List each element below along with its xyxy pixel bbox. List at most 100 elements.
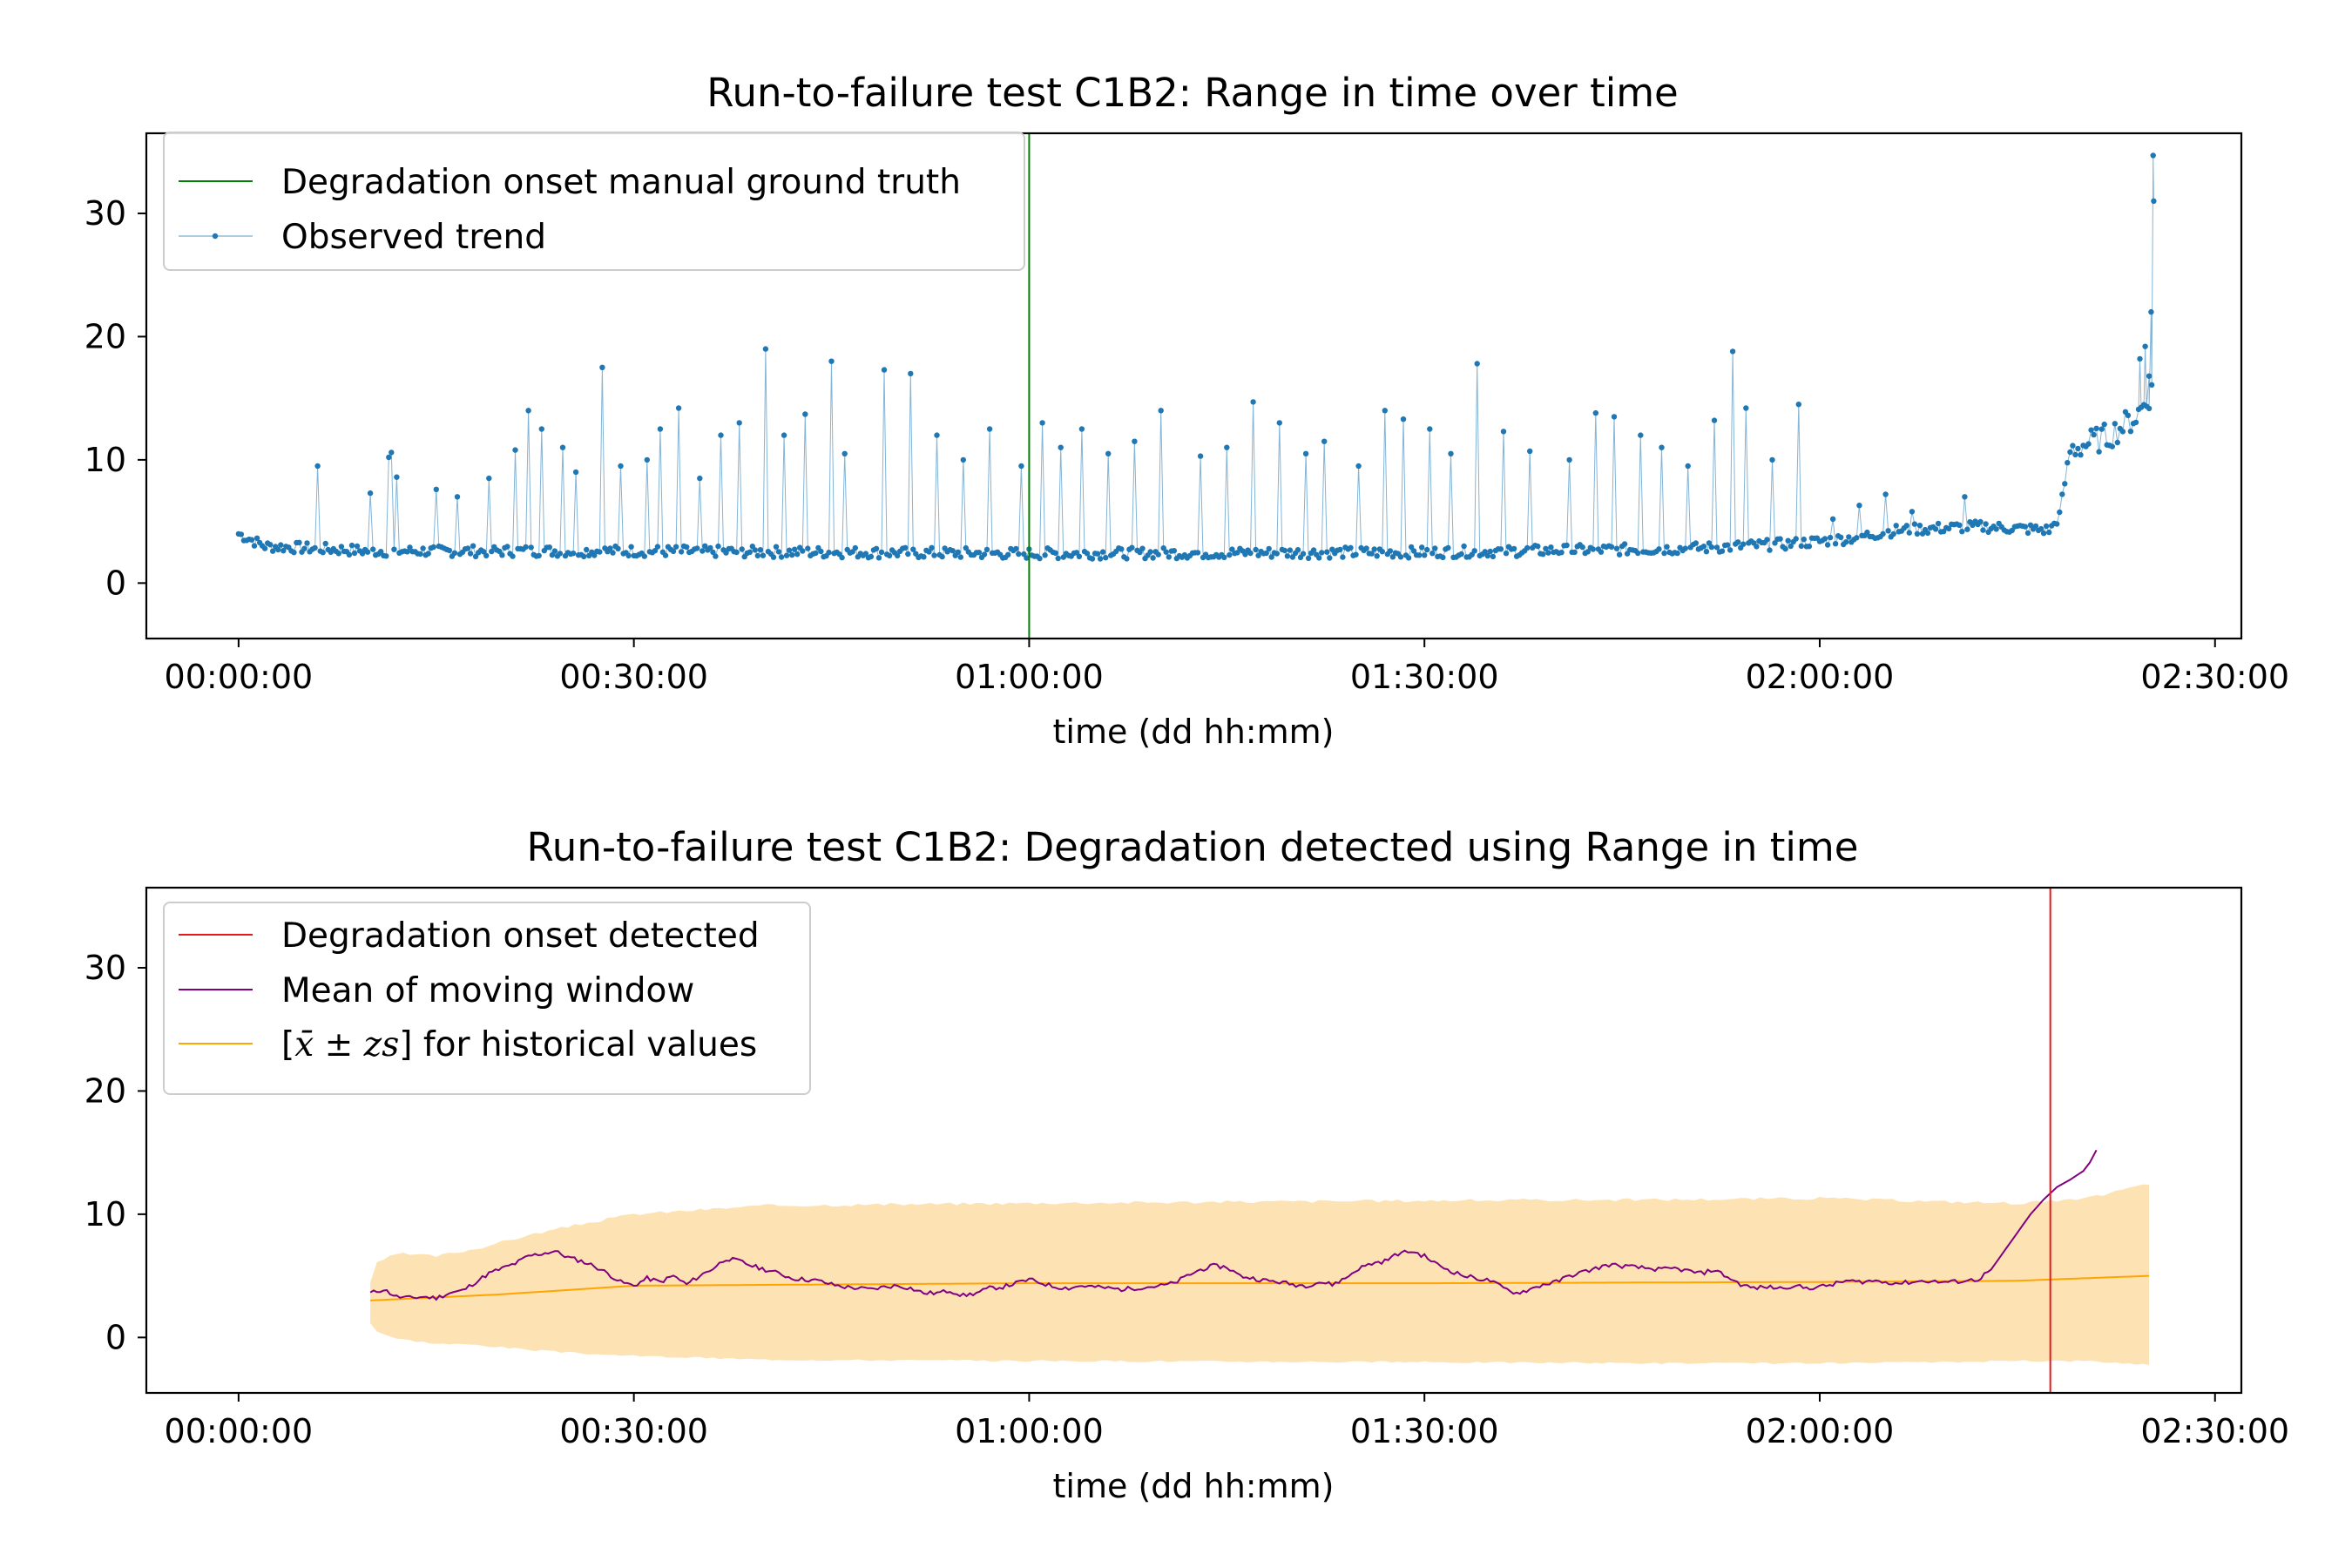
observed-point — [752, 547, 758, 553]
legend-box — [163, 902, 811, 1095]
observed-point — [1959, 529, 1965, 535]
observed-point — [314, 463, 321, 470]
observed-point — [1242, 551, 1248, 558]
observed-point — [1592, 409, 1599, 416]
observed-point — [760, 552, 767, 558]
observed-point — [1369, 551, 1375, 557]
observed-point — [1854, 535, 1860, 541]
observed-point — [1621, 541, 1628, 547]
observed-point — [852, 544, 858, 551]
observed-point — [1740, 541, 1747, 547]
observed-point — [1911, 521, 1918, 527]
observed-point — [1924, 530, 1931, 537]
observed-point — [2024, 530, 2031, 537]
observed-point — [1363, 545, 1369, 551]
observed-point — [296, 539, 302, 545]
observed-point — [394, 474, 400, 480]
observed-point — [955, 549, 961, 555]
observed-point — [789, 551, 795, 558]
observed-point — [1055, 555, 1061, 562]
observed-point — [739, 546, 745, 552]
observed-point — [862, 551, 869, 557]
observed-point — [902, 544, 909, 551]
observed-point — [1977, 518, 1984, 525]
observed-point — [1935, 520, 1942, 527]
observed-point — [1316, 555, 1322, 561]
observed-point — [454, 494, 461, 500]
observed-point — [1097, 556, 1104, 562]
observed-point — [1543, 545, 1549, 551]
observed-point — [1321, 438, 1328, 444]
observed-point — [2151, 198, 2157, 204]
observed-point — [1659, 444, 1665, 450]
observed-point — [386, 454, 392, 461]
x-tick-label: 02:30:00 — [2140, 658, 2289, 696]
observed-point — [957, 554, 964, 560]
observed-point — [481, 549, 487, 555]
observed-point — [275, 546, 281, 553]
observed-point — [778, 554, 785, 560]
observed-point — [615, 545, 621, 551]
x-axis: 00:00:00 00:30:00 01:00:00 01:30:00 02:00:00… — [165, 1393, 2289, 1450]
observed-point — [1424, 546, 1430, 553]
observed-point — [1250, 399, 1256, 405]
legend-box — [163, 132, 1025, 271]
observed-point — [472, 553, 479, 559]
observed-point — [1274, 551, 1281, 557]
observed-point — [512, 447, 518, 453]
x-axis-label: time (dd hh:mm) — [1053, 1467, 1335, 1505]
observed-point — [1255, 552, 1261, 558]
observed-point — [678, 549, 685, 555]
observed-point — [483, 552, 490, 558]
observed-point — [1903, 523, 1909, 529]
observed-point — [1310, 547, 1317, 553]
y-tick-label: 10 — [84, 1195, 126, 1233]
observed-point — [2109, 443, 2115, 449]
observed-point — [662, 552, 669, 558]
observed-point — [1355, 463, 1362, 470]
y-tick-label: 0 — [105, 1318, 126, 1356]
observed-point — [1263, 550, 1269, 557]
x-tick-label: 00:30:00 — [559, 1412, 708, 1450]
observed-point — [2099, 426, 2105, 432]
observed-point — [1163, 549, 1169, 555]
y-tick-label: 0 — [105, 564, 126, 602]
chart-title: Run-to-failure test C1B2: Range in time … — [706, 70, 1679, 116]
observed-point — [1042, 552, 1048, 558]
observed-point — [1039, 420, 1045, 426]
observed-point — [597, 549, 603, 555]
observed-point — [1300, 551, 1307, 557]
observed-point — [1253, 546, 1259, 553]
observed-point — [707, 544, 713, 551]
observed-point — [1016, 551, 1022, 558]
observed-point — [2142, 343, 2148, 349]
observed-point — [1037, 555, 1043, 562]
observed-point — [713, 553, 719, 559]
observed-point — [2112, 421, 2118, 427]
observed-point — [251, 543, 258, 549]
observed-point — [875, 555, 882, 561]
observed-point — [1171, 548, 1178, 554]
observed-point — [1856, 503, 1862, 509]
observed-point — [926, 549, 932, 555]
observed-point — [1194, 550, 1201, 556]
observed-point — [354, 543, 361, 550]
observed-point — [1500, 429, 1507, 435]
observed-point — [976, 550, 983, 556]
observed-point — [644, 456, 650, 463]
observed-point — [1287, 547, 1294, 553]
observed-point — [908, 370, 914, 377]
observed-point — [1379, 549, 1386, 555]
chart-title: Run-to-failure test C1B2: Degradation de… — [527, 824, 1859, 870]
observed-point — [1474, 361, 1480, 367]
observed-point — [572, 469, 579, 476]
x-tick-label: 01:30:00 — [1350, 658, 1499, 696]
observed-point — [1227, 551, 1233, 558]
observed-point — [1268, 554, 1274, 560]
observed-point — [1964, 526, 1970, 532]
observed-point — [1129, 544, 1135, 551]
observed-point — [1764, 537, 1770, 543]
observed-point — [383, 553, 389, 559]
observed-point — [2132, 419, 2139, 426]
observed-point — [1613, 545, 1620, 551]
